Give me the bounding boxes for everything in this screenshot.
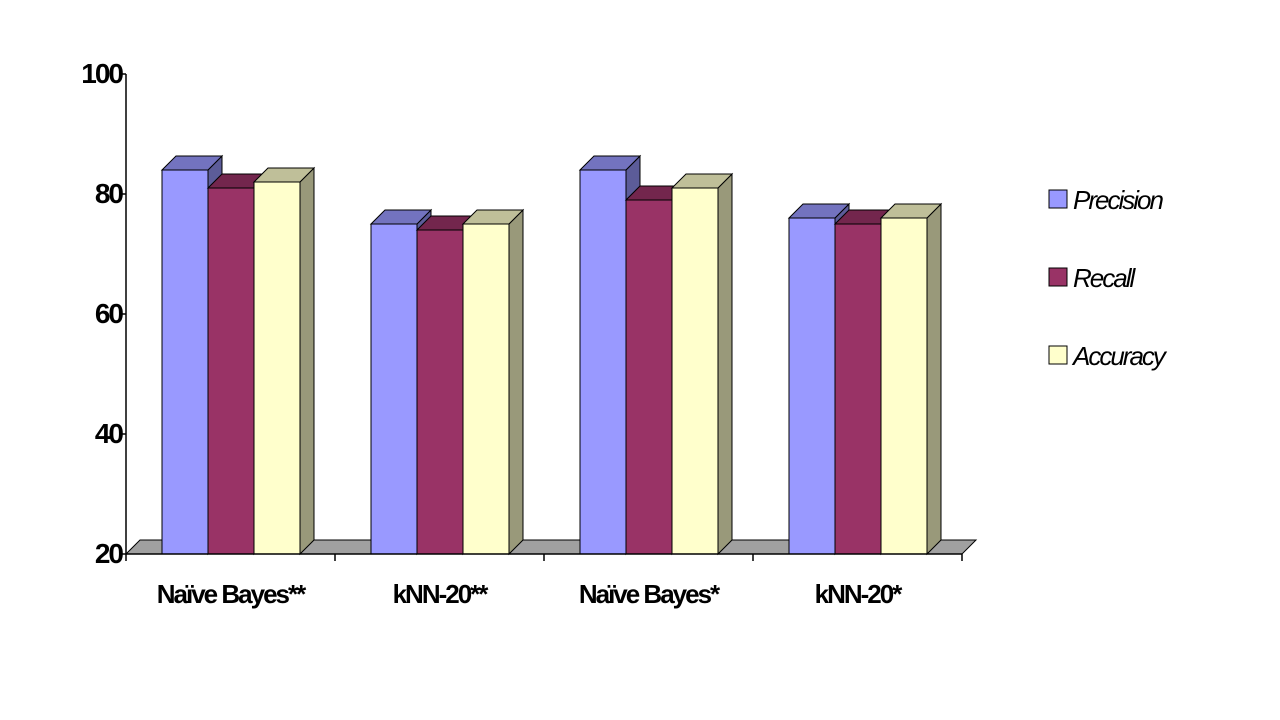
bar-side	[717, 172, 733, 556]
y-tick-label: 100	[81, 58, 123, 89]
x-tick-label: kNN-20**	[393, 579, 490, 609]
y-tick-label: 60	[95, 298, 124, 329]
x-tick-label: Naïve Bayes*	[579, 579, 721, 609]
bar-front	[416, 229, 464, 555]
bar-front	[625, 199, 673, 555]
bar-front	[207, 187, 255, 555]
legend-item: Recall	[1048, 263, 1138, 293]
bar-front	[834, 223, 882, 555]
bar-front	[788, 217, 836, 555]
x-tick-label: Naïve Bayes**	[157, 579, 307, 609]
legend-swatch	[1048, 267, 1068, 287]
bar-front	[161, 169, 209, 555]
legend-swatch	[1048, 189, 1068, 209]
x-tick-label: kNN-20*	[815, 579, 904, 609]
legend-label: Precision	[1073, 185, 1163, 215]
bar-front	[462, 223, 510, 555]
bar	[252, 166, 316, 556]
bar-side	[926, 202, 942, 556]
bar-front	[579, 169, 627, 555]
legend-item: Precision	[1048, 185, 1165, 215]
bar-front	[370, 223, 418, 555]
bar-side	[299, 166, 315, 556]
bar-front	[671, 187, 719, 555]
bar-side	[508, 208, 524, 556]
bar	[879, 202, 943, 556]
bar-front	[880, 217, 928, 555]
y-tick-label: 40	[95, 418, 124, 449]
y-tick-label: 80	[95, 178, 124, 209]
y-tick-label: 20	[95, 538, 124, 569]
bar	[461, 208, 525, 556]
bar-front	[253, 181, 301, 555]
legend-label: Accuracy	[1071, 341, 1168, 371]
legend-item: Accuracy	[1048, 341, 1170, 371]
bar	[670, 172, 734, 556]
legend-swatch	[1048, 345, 1068, 365]
legend-label: Recall	[1073, 263, 1136, 293]
